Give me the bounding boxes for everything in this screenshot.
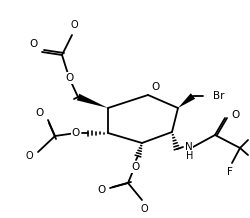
Text: O: O [70, 20, 78, 30]
Text: O: O [98, 185, 106, 195]
Polygon shape [178, 93, 195, 108]
Text: O: O [151, 82, 159, 92]
Text: H: H [186, 151, 194, 161]
Text: O: O [36, 108, 44, 118]
Text: O: O [140, 204, 148, 214]
Text: Br: Br [213, 91, 224, 101]
Text: O: O [30, 39, 38, 49]
Text: O: O [231, 110, 239, 120]
Text: O: O [72, 128, 80, 138]
Text: N: N [185, 142, 193, 152]
Text: O: O [66, 73, 74, 83]
Text: F: F [227, 167, 233, 177]
Text: O: O [26, 151, 33, 161]
Polygon shape [77, 94, 108, 108]
Text: O: O [131, 162, 139, 172]
